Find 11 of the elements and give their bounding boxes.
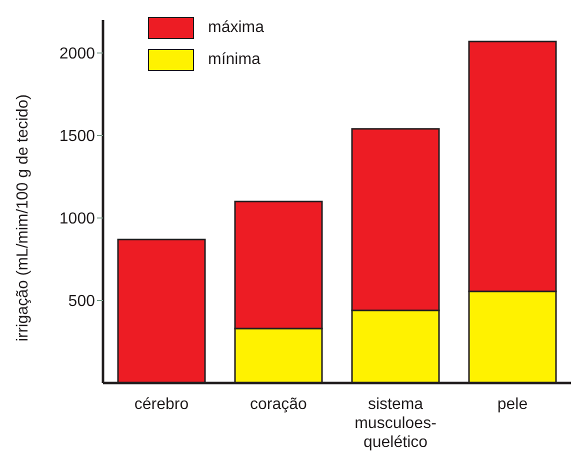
- x-tick-label: coração: [250, 396, 308, 413]
- legend-label: mínima: [208, 51, 260, 69]
- y-axis-title: irrigação (mL/mim/100 g de tecido): [14, 94, 32, 342]
- y-tick-label: 2000: [59, 46, 96, 63]
- x-tick-label: sistema musculoes-quelético: [354, 396, 436, 451]
- x-tick-label: pele: [497, 396, 528, 413]
- y-tick-label: 500: [68, 293, 96, 310]
- y-tick-label: 1000: [59, 210, 96, 228]
- x-tick-label: cérebro: [134, 396, 189, 413]
- y-tick-label: 1500: [59, 128, 96, 146]
- legend-label: máxima: [208, 19, 264, 37]
